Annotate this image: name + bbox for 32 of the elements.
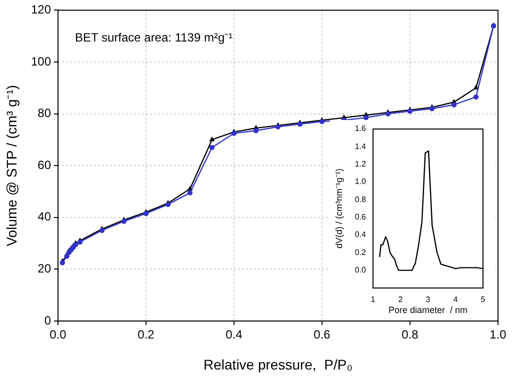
x-tick-label: 0.4: [226, 328, 243, 342]
y-tick-label: 0: [44, 313, 52, 328]
x-tick-label: 2: [398, 295, 404, 304]
y-tick-label: 0.2: [354, 248, 367, 257]
y-tick-label: 1.0: [354, 177, 367, 186]
y-tick-label: 120: [30, 2, 52, 17]
y-tick-label: 0.6: [354, 212, 367, 222]
x-tick-label: 0.2: [138, 328, 155, 342]
x-tick-label: 4: [453, 295, 458, 304]
y-tick-label: 100: [30, 54, 52, 68]
x-tick-label: 0.6: [314, 328, 331, 342]
x-tick-label: 3: [426, 295, 431, 304]
y-tick-label: 0.8: [354, 194, 367, 204]
x-axis-title: Pore diameter / nm: [388, 305, 468, 316]
x-tick-label: 1: [370, 295, 376, 304]
x-tick-label: 5: [480, 295, 486, 304]
y-tick-label: 1.4: [354, 142, 367, 151]
y-tick-label: 20: [38, 262, 52, 276]
y-tick-label: 40: [38, 210, 52, 224]
y-axis-title: Volume @ STP / (cm³ g⁻¹): [3, 84, 20, 246]
x-tick-label: 0.8: [402, 328, 419, 342]
y-tick-label: 1.2: [354, 160, 367, 169]
y-tick-label: 80: [38, 106, 52, 120]
y-tick-label: 1.6: [354, 124, 367, 134]
y-tick-label: 0.4: [354, 230, 367, 240]
y-tick-label: 0.0: [354, 266, 367, 275]
y-axis-title: dV(d) / (cm³nm⁻¹g⁻¹): [334, 168, 344, 248]
x-axis-title: Relative pressure, P/P₀: [204, 356, 353, 372]
y-tick-label: 60: [38, 158, 52, 172]
x-tick-label: 0.0: [50, 328, 67, 342]
annotation: BET surface area: 1139 m²g⁻¹: [75, 30, 233, 45]
x-tick-label: 1.0: [490, 328, 507, 342]
